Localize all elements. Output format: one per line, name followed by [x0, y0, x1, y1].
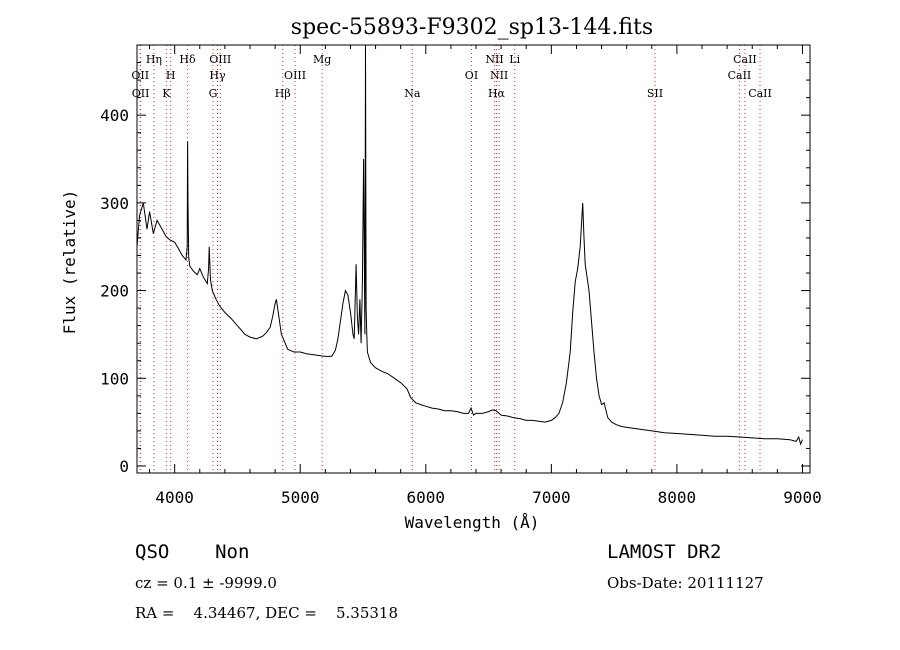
line-marker-label: CaII: [748, 87, 772, 100]
line-marker-label: CaII: [728, 69, 752, 82]
line-marker-label: NII: [490, 69, 508, 82]
line-marker-label: OII: [132, 87, 150, 100]
chart-title: spec-55893-F9302_sp13-144.fits: [291, 15, 653, 40]
plot-frame: [136, 44, 811, 474]
x-tick-label: 8000: [658, 488, 697, 507]
line-marker-label: Hδ: [179, 53, 196, 66]
line-marker-label: Hα: [488, 87, 506, 100]
x-tick-label: 7000: [532, 488, 571, 507]
x-tick-label: 9000: [783, 488, 822, 507]
x-axis-ticks: 4000 5000 6000 7000 8000 9000: [149, 45, 822, 507]
y-tick-label: 0: [119, 457, 129, 476]
y-tick-label: 300: [100, 194, 129, 213]
obs-date: Obs-Date: 20111127: [607, 574, 764, 592]
line-marker-label: Hη: [146, 53, 162, 66]
line-marker-label: SII: [647, 87, 663, 100]
line-marker-label: OI: [465, 69, 478, 82]
x-axis-label: Wavelength (Å): [405, 513, 540, 532]
survey-name: LAMOST DR2: [607, 541, 721, 563]
line-marker-label: Hβ: [275, 87, 291, 100]
line-marker-label: Hγ: [209, 69, 226, 82]
line-marker-label: NII: [485, 53, 503, 66]
line-marker-label: OII: [131, 69, 149, 82]
y-tick-label: 400: [100, 106, 129, 125]
line-marker-label: H: [166, 69, 176, 82]
coordinates: RA = 4.34467, DEC = 5.35318: [135, 604, 398, 622]
line-marker-label: Mg: [313, 53, 331, 66]
line-marker-label: OIII: [284, 69, 306, 82]
line-marker-label: Li: [509, 53, 520, 66]
line-marker-label: OIII: [209, 53, 231, 66]
x-tick-label: 6000: [407, 488, 446, 507]
x-tick-label: 4000: [155, 488, 194, 507]
line-marker-label: K: [162, 87, 171, 100]
y-tick-label: 100: [100, 369, 129, 388]
line-marker-label: Na: [404, 87, 421, 100]
object-class: QSO Non: [135, 541, 249, 563]
redshift-info: cz = 0.1 ± -9999.0: [135, 574, 277, 592]
spectrum-line: [136, 44, 803, 446]
y-tick-label: 200: [100, 282, 129, 301]
y-axis-label: Flux (relative): [60, 190, 79, 335]
y-axis-ticks: 0 100 200 300 400: [100, 62, 810, 476]
x-tick-label: 5000: [281, 488, 320, 507]
line-marker-label: CaII: [733, 53, 757, 66]
line-marker-label: G: [209, 87, 218, 100]
